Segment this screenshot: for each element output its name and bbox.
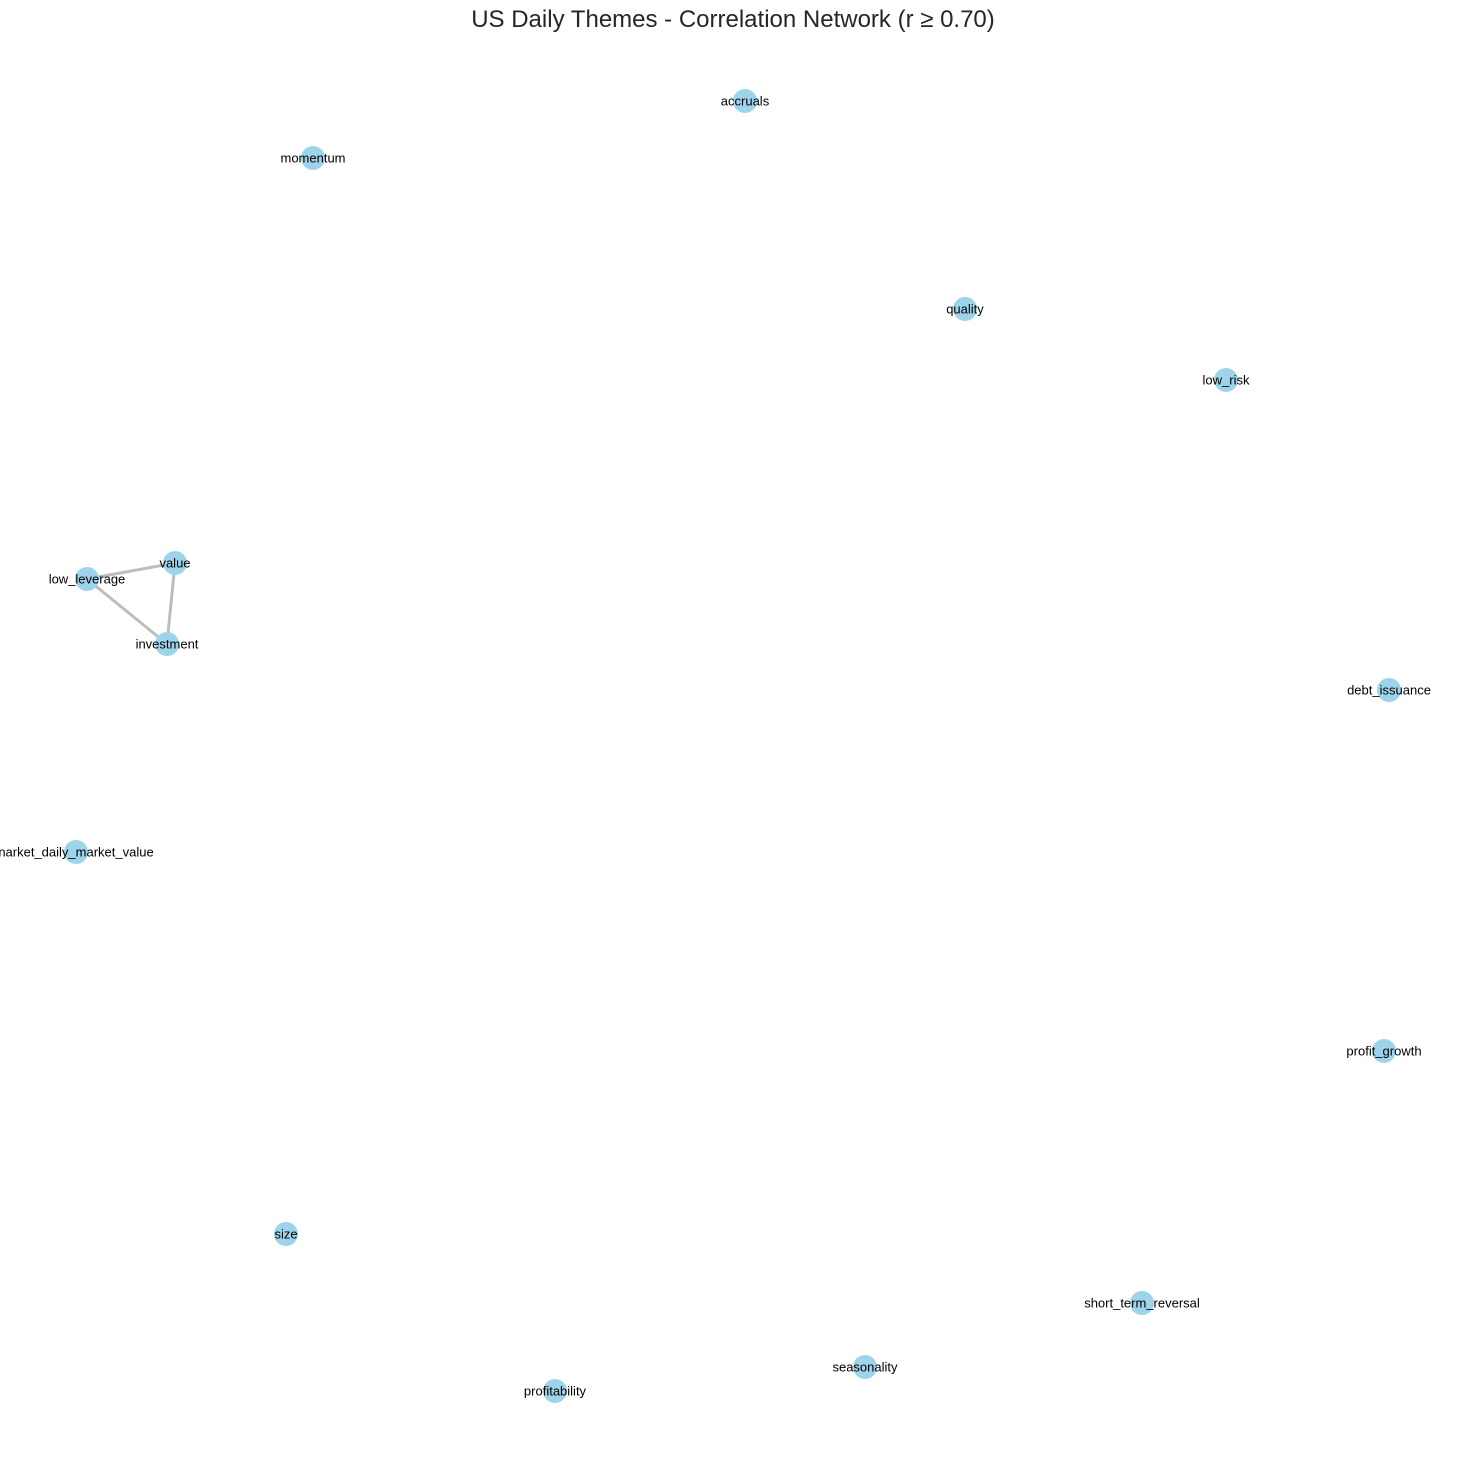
- edge-low_leverage-investment: [85, 577, 169, 646]
- node-market_daily_market_value: [64, 840, 88, 864]
- node-size: [274, 1222, 298, 1246]
- edge-value-investment: [165, 561, 177, 646]
- node-label-seasonality: seasonality: [832, 1360, 898, 1375]
- node-accruals: [733, 89, 757, 113]
- node-profit_growth: [1372, 1039, 1396, 1063]
- node-label-low_leverage: low_leverage: [49, 572, 126, 587]
- node-value: [163, 551, 187, 575]
- node-profitability: [543, 1379, 567, 1403]
- chart-title: US Daily Themes - Correlation Network (r…: [471, 6, 995, 33]
- node-label-profitability: profitability: [524, 1384, 587, 1399]
- node-low_risk: [1214, 368, 1238, 392]
- node-label-market_daily_market_value: narket_daily_market_value: [0, 845, 154, 860]
- node-quality: [953, 297, 977, 321]
- node-label-profit_growth: profit_growth: [1346, 1044, 1421, 1059]
- node-label-quality: quality: [946, 302, 984, 317]
- node-debt_issuance: [1377, 678, 1401, 702]
- node-low_leverage: [75, 567, 99, 591]
- node-label-investment: investment: [136, 637, 199, 652]
- node-label-value: value: [159, 556, 190, 571]
- node-label-accruals: accruals: [721, 94, 770, 109]
- node-label-low_risk: low_risk: [1203, 373, 1250, 388]
- node-investment: [155, 632, 179, 656]
- nodes-layer: [64, 89, 1401, 1403]
- edge-low_leverage-value: [85, 561, 177, 581]
- node-label-short_term_reversal: short_term_reversal: [1084, 1296, 1200, 1311]
- node-seasonality: [853, 1355, 877, 1379]
- node-label-momentum: momentum: [280, 151, 345, 166]
- node-momentum: [301, 146, 325, 170]
- edges-layer: [85, 561, 177, 646]
- node-label-debt_issuance: debt_issuance: [1347, 683, 1431, 698]
- node-label-size: size: [274, 1227, 297, 1242]
- node-short_term_reversal: [1130, 1291, 1154, 1315]
